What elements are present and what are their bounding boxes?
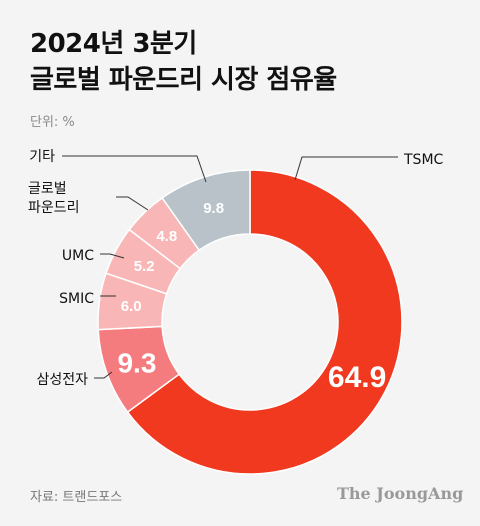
- value-label-other: 9.8: [203, 200, 224, 217]
- leader-line-other: [62, 155, 207, 183]
- source-note: 자료: 트랜드포스: [30, 490, 123, 505]
- chart-title: 2024년 3분기 글로벌 파운드리 시장 점유율: [30, 26, 337, 98]
- value-label-smic: 6.0: [121, 298, 142, 315]
- value-label-samsung: 9.3: [117, 347, 156, 378]
- category-label-global-foundries: 글로벌 파운드리: [28, 181, 80, 216]
- value-label-umc: 5.2: [134, 258, 155, 275]
- title-line-1: 2024년 3분기: [30, 29, 197, 59]
- leader-line-umc: [100, 253, 125, 259]
- slice-tsmc: [126, 169, 403, 475]
- category-label-umc: UMC: [62, 248, 94, 264]
- title-line-2: 글로벌 파운드리 시장 점유율: [30, 65, 337, 95]
- leader-line-global-foundries: [116, 196, 149, 211]
- category-label-smic: SMIC: [59, 291, 94, 307]
- value-label-global-foundries: 4.8: [156, 228, 177, 245]
- category-label-samsung: 삼성전자: [36, 372, 88, 388]
- slice-other: [161, 169, 251, 252]
- leader-line-tsmc: [294, 156, 398, 181]
- category-label-other: 기타: [29, 149, 55, 165]
- leader-line-samsung: [94, 371, 113, 379]
- value-label-tsmc: 64.9: [328, 361, 386, 394]
- category-label-tsmc: TSMC: [403, 152, 444, 168]
- unit-label: 단위: %: [30, 115, 75, 130]
- brand-logo: The JoongAng: [337, 484, 464, 503]
